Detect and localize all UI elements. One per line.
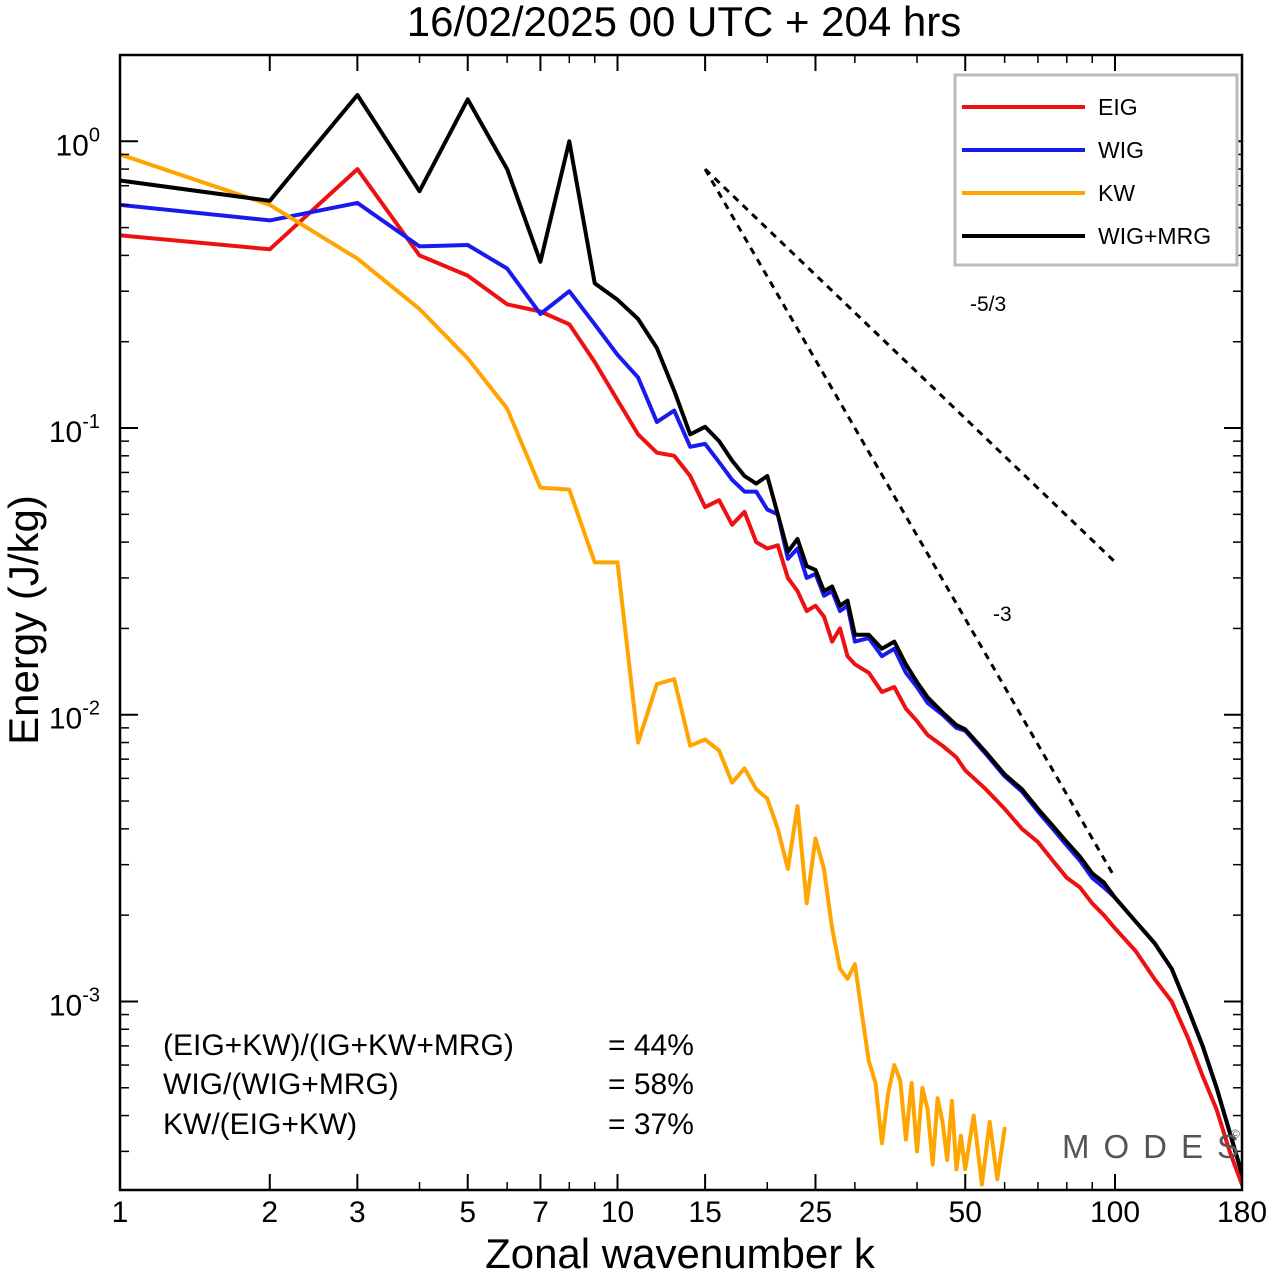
y-axis-label: Energy (J/kg) <box>0 495 47 745</box>
x-tick-label: 5 <box>459 1196 476 1229</box>
plot-frame <box>118 53 1244 1192</box>
y-tick-label: 10-2 <box>49 698 100 736</box>
stat-label: KW/(EIG+KW) <box>163 1108 357 1141</box>
chart-title: 16/02/2025 00 UTC + 204 hrs <box>407 0 962 45</box>
slope-label-minus-5-3: -5/3 <box>970 293 1006 316</box>
stat-value: = 58% <box>608 1068 694 1101</box>
legend-label: WIG <box>1098 137 1144 163</box>
modes-watermark: MODES <box>1062 1128 1253 1165</box>
series-line-kw <box>120 152 1007 1187</box>
x-tick-label: 50 <box>949 1196 982 1229</box>
legend-label: WIG+MRG <box>1098 223 1211 249</box>
series-line-wig-mrg <box>120 93 1242 1177</box>
x-tick-label: 2 <box>261 1196 278 1229</box>
y-tick-label: 10-1 <box>49 411 100 449</box>
reference-slope-line-1 <box>703 168 1117 879</box>
plot-data-layer <box>120 93 1242 1187</box>
y-tick-label: 10-3 <box>49 984 100 1022</box>
x-tick-label: 25 <box>799 1196 832 1229</box>
reference-slope-line-0 <box>704 168 1117 564</box>
slope-label-minus-3: -3 <box>993 603 1012 626</box>
y-tick-label: 100 <box>56 124 101 162</box>
stat-label: (EIG+KW)/(IG+KW+MRG) <box>163 1029 514 1062</box>
copyright-symbol: © <box>1231 1127 1240 1141</box>
x-tick-label: 100 <box>1090 1196 1140 1229</box>
legend: EIG WIG KW WIG+MRG <box>953 73 1239 267</box>
x-tick-label: 3 <box>349 1196 366 1229</box>
stat-value: = 44% <box>608 1029 694 1062</box>
x-tick-label: 7 <box>532 1196 549 1229</box>
stat-value: = 37% <box>608 1108 694 1141</box>
stat-label: WIG/(WIG+MRG) <box>163 1068 399 1101</box>
legend-label: KW <box>1098 180 1135 206</box>
x-tick-label: 180 <box>1217 1196 1267 1229</box>
ratio-statistics: (EIG+KW)/(IG+KW+MRG) = 44% WIG/(WIG+MRG)… <box>163 1029 694 1141</box>
x-tick-label: 15 <box>688 1196 721 1229</box>
axis-ticks: 1 2 3 5 7 10 15 25 50 100 180 100 10-1 10-2 10-3 <box>49 54 1267 1229</box>
x-tick-label: 1 <box>112 1196 129 1229</box>
x-tick-label: 10 <box>601 1196 634 1229</box>
x-axis-label: Zonal wavenumber k <box>485 1230 876 1277</box>
legend-label: EIG <box>1098 94 1138 120</box>
series-line-eig <box>120 167 1242 1187</box>
